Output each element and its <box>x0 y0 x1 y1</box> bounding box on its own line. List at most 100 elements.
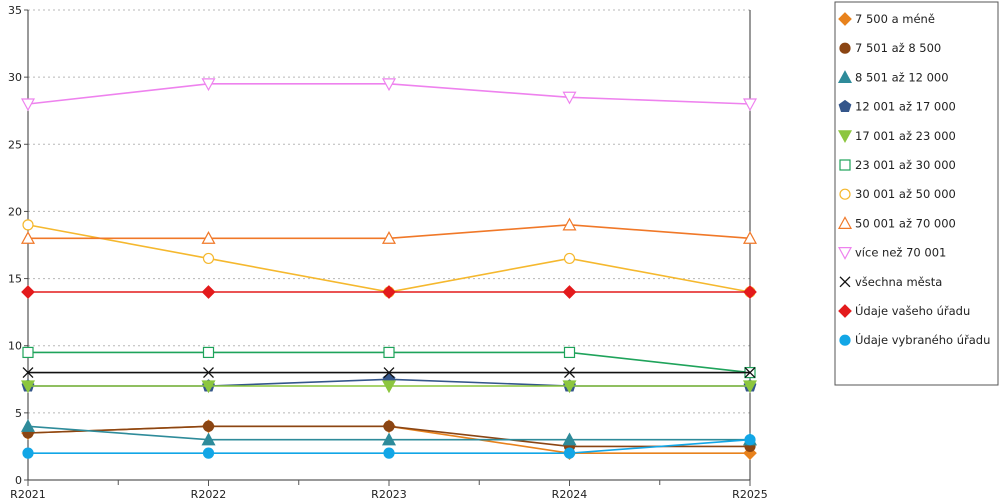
data-point <box>201 432 216 446</box>
legend-item: všechna města <box>839 275 942 289</box>
legend-item: 17 001 až 23 000 <box>837 129 956 144</box>
data-point <box>203 367 214 379</box>
legend-label: 7 501 až 8 500 <box>855 41 941 55</box>
data-point <box>563 252 576 265</box>
series-10 <box>22 367 756 379</box>
data-point <box>837 130 853 144</box>
series-8 <box>20 217 758 244</box>
legend-item: 7 500 a méně <box>838 12 935 26</box>
x-tick-label: R2025 <box>732 488 768 500</box>
legend-box <box>834 1 999 386</box>
y-tick-label: 25 <box>8 138 22 151</box>
data-point <box>564 367 575 379</box>
legend-item: 8 501 až 12 000 <box>837 70 949 84</box>
data-point <box>381 78 397 92</box>
data-point <box>22 219 34 231</box>
legend-label: 7 500 a méně <box>855 12 935 26</box>
x-tick-label: R2022 <box>191 488 227 500</box>
y-tick-label: 0 <box>15 474 22 487</box>
legend-label: všechna města <box>855 275 942 289</box>
legend-item: 12 001 až 17 000 <box>838 100 956 114</box>
data-point <box>838 304 852 318</box>
data-point <box>383 447 395 459</box>
data-point <box>837 70 853 84</box>
y-tick-label: 15 <box>8 273 22 286</box>
x-marker-stroke <box>203 367 214 379</box>
x-marker-stroke <box>22 367 34 379</box>
series-9 <box>20 78 758 112</box>
legend-label: Údaje vybraného úřadu <box>855 332 990 347</box>
legend-item: více než 70 001 <box>837 246 946 260</box>
data-point <box>201 285 216 299</box>
data-point <box>22 367 34 379</box>
data-point <box>839 188 851 200</box>
data-point <box>562 432 577 446</box>
data-point <box>20 231 36 244</box>
x-marker-stroke <box>839 276 851 288</box>
data-point <box>562 285 577 299</box>
legend-label: 17 001 až 23 000 <box>855 129 956 143</box>
data-point <box>837 216 853 229</box>
x-marker-stroke <box>383 367 395 379</box>
data-point <box>201 78 216 92</box>
data-point <box>742 231 758 244</box>
data-point <box>839 159 851 171</box>
data-point <box>201 231 216 244</box>
series-3 <box>20 419 758 446</box>
data-point <box>838 12 852 26</box>
data-point <box>20 419 36 432</box>
legend-label: 12 001 až 17 000 <box>855 100 956 114</box>
x-tick-label: R2023 <box>371 488 407 500</box>
data-point <box>383 367 395 379</box>
data-point <box>744 434 756 446</box>
legend-item: Údaje vybraného úřadu <box>839 332 990 347</box>
legend-label: Údaje vašeho úřadu <box>855 303 970 318</box>
legend-item: 7 501 až 8 500 <box>839 41 941 55</box>
data-point <box>201 380 216 394</box>
x-tick-label: R2024 <box>552 488 588 500</box>
series-lines <box>20 78 758 460</box>
data-point <box>202 447 215 459</box>
data-point <box>562 91 577 105</box>
data-point <box>563 346 576 359</box>
data-point <box>743 285 757 299</box>
y-tick-label: 30 <box>8 71 22 84</box>
data-point <box>837 247 853 260</box>
data-point <box>21 285 35 299</box>
data-point <box>22 447 34 459</box>
legend-label: 50 001 až 70 000 <box>855 216 956 230</box>
data-point <box>839 334 851 346</box>
legend-item: Údaje vašeho úřadu <box>838 303 970 318</box>
data-point <box>383 346 395 359</box>
legend-item: 50 001 až 70 000 <box>837 216 956 230</box>
data-point <box>202 252 215 265</box>
grid-lines <box>28 9 750 414</box>
data-point <box>742 98 758 112</box>
data-point <box>839 276 851 288</box>
data-point <box>742 380 758 394</box>
x-tick-label: R2021 <box>10 488 46 500</box>
data-point <box>381 432 397 446</box>
legend-label: 8 501 až 12 000 <box>855 70 949 84</box>
data-point <box>20 98 36 112</box>
axes: 0 5 10 15 20 25 30 35 R2021 R2022 R2023 R2024 R2025 <box>8 4 768 501</box>
data-point <box>563 447 576 459</box>
y-tick-label: 20 <box>8 205 22 218</box>
legend-label: více než 70 001 <box>855 246 946 260</box>
data-point <box>382 285 396 299</box>
data-point <box>744 367 756 379</box>
legend-label: 30 001 až 50 000 <box>855 187 956 201</box>
y-tick-label: 35 <box>8 4 22 17</box>
series-12 <box>22 434 756 459</box>
data-point <box>383 420 395 432</box>
data-point <box>202 420 215 432</box>
y-tick-label: 5 <box>15 407 22 420</box>
data-point <box>562 380 577 394</box>
x-marker-stroke <box>564 367 575 379</box>
data-point <box>839 42 851 54</box>
series-11 <box>21 285 757 299</box>
y-tick-label: 10 <box>8 340 22 353</box>
legend-label: 23 001 až 30 000 <box>855 158 956 172</box>
legend-item: 23 001 až 30 000 <box>839 158 956 172</box>
data-point <box>381 380 397 394</box>
